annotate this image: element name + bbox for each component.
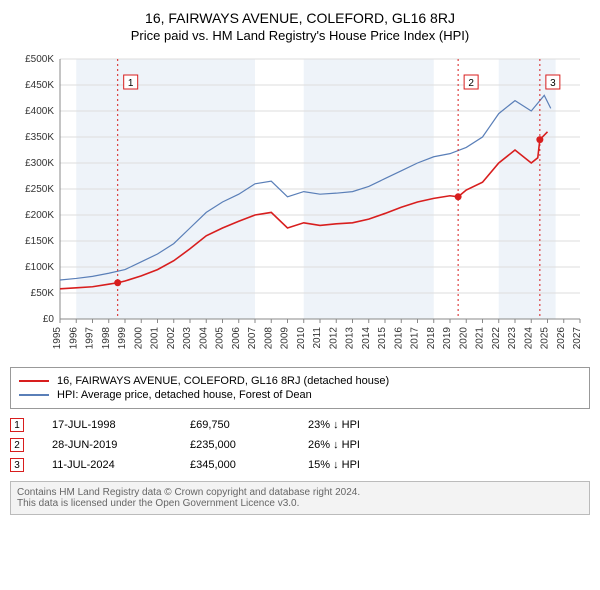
svg-text:2026: 2026: [556, 327, 567, 350]
sale-row: 3 11-JUL-2024 £345,000 15% ↓ HPI: [10, 455, 590, 475]
svg-text:£100K: £100K: [25, 262, 54, 273]
svg-text:1: 1: [128, 78, 134, 89]
svg-text:2012: 2012: [328, 327, 339, 350]
footer-line-2: This data is licensed under the Open Gov…: [17, 498, 583, 509]
svg-text:2005: 2005: [215, 327, 226, 350]
svg-text:3: 3: [550, 78, 556, 89]
sale-marker-box: 3: [10, 458, 24, 472]
svg-text:2018: 2018: [426, 327, 437, 350]
svg-text:2015: 2015: [377, 327, 388, 350]
svg-text:2023: 2023: [507, 327, 518, 350]
svg-text:£300K: £300K: [25, 158, 54, 169]
svg-text:2027: 2027: [572, 327, 583, 350]
legend-row: 16, FAIRWAYS AVENUE, COLEFORD, GL16 8RJ …: [19, 374, 581, 388]
footer-line-1: Contains HM Land Registry data © Crown c…: [17, 487, 583, 498]
svg-text:2000: 2000: [133, 327, 144, 350]
svg-text:2021: 2021: [475, 327, 486, 350]
svg-text:£500K: £500K: [25, 54, 54, 65]
svg-text:£200K: £200K: [25, 210, 54, 221]
price-chart: £0 £50K £100K £150K £200K £250K £300K £350K £400…: [10, 49, 590, 359]
legend-swatch: [19, 380, 49, 382]
sale-row: 2 28-JUN-2019 £235,000 26% ↓ HPI: [10, 435, 590, 455]
svg-text:1997: 1997: [85, 327, 96, 350]
svg-text:2002: 2002: [166, 327, 177, 350]
legend-row: HPI: Average price, detached house, Fore…: [19, 388, 581, 402]
svg-text:2004: 2004: [198, 327, 209, 350]
sale-hpi-delta: 15% ↓ HPI: [308, 459, 360, 471]
svg-text:£150K: £150K: [25, 236, 54, 247]
svg-text:2003: 2003: [182, 327, 193, 350]
svg-text:1998: 1998: [101, 327, 112, 350]
sale-date: 28-JUN-2019: [52, 439, 162, 451]
svg-text:2009: 2009: [280, 327, 291, 350]
sale-hpi-delta: 26% ↓ HPI: [308, 439, 360, 451]
svg-text:£350K: £350K: [25, 132, 54, 143]
sale-date: 11-JUL-2024: [52, 459, 162, 471]
sale-price: £235,000: [190, 439, 280, 451]
sale-date: 17-JUL-1998: [52, 419, 162, 431]
svg-text:2010: 2010: [296, 327, 307, 350]
page-subtitle: Price paid vs. HM Land Registry's House …: [10, 28, 590, 43]
svg-text:£0: £0: [43, 314, 55, 325]
svg-text:2008: 2008: [263, 327, 274, 350]
svg-text:2022: 2022: [491, 327, 502, 350]
svg-text:2011: 2011: [312, 327, 323, 349]
svg-text:2006: 2006: [231, 327, 242, 350]
svg-text:£250K: £250K: [25, 184, 54, 195]
svg-text:£400K: £400K: [25, 106, 54, 117]
svg-text:2025: 2025: [540, 327, 551, 350]
svg-text:2007: 2007: [247, 327, 258, 350]
sale-price: £345,000: [190, 459, 280, 471]
svg-text:2001: 2001: [150, 327, 161, 350]
legend-label: 16, FAIRWAYS AVENUE, COLEFORD, GL16 8RJ …: [57, 375, 389, 387]
svg-text:2024: 2024: [523, 327, 534, 350]
sales-table: 1 17-JUL-1998 £69,750 23% ↓ HPI 2 28-JUN-2019…: [10, 415, 590, 475]
svg-text:2020: 2020: [458, 327, 469, 350]
svg-text:1999: 1999: [117, 327, 128, 350]
svg-text:£50K: £50K: [31, 288, 55, 299]
sale-marker-box: 1: [10, 418, 24, 432]
svg-text:2: 2: [468, 78, 474, 89]
sale-marker-box: 2: [10, 438, 24, 452]
svg-text:1995: 1995: [52, 327, 63, 350]
legend: 16, FAIRWAYS AVENUE, COLEFORD, GL16 8RJ …: [10, 367, 590, 409]
svg-text:2016: 2016: [393, 327, 404, 350]
svg-text:2014: 2014: [361, 327, 372, 350]
license-footer: Contains HM Land Registry data © Crown c…: [10, 481, 590, 515]
sale-price: £69,750: [190, 419, 280, 431]
svg-text:2017: 2017: [410, 327, 421, 350]
legend-swatch: [19, 394, 49, 396]
legend-label: HPI: Average price, detached house, Fore…: [57, 389, 312, 401]
page-title: 16, FAIRWAYS AVENUE, COLEFORD, GL16 8RJ: [10, 10, 590, 26]
sale-hpi-delta: 23% ↓ HPI: [308, 419, 360, 431]
sale-row: 1 17-JUL-1998 £69,750 23% ↓ HPI: [10, 415, 590, 435]
svg-text:2013: 2013: [345, 327, 356, 350]
svg-text:£450K: £450K: [25, 80, 54, 91]
svg-text:2019: 2019: [442, 327, 453, 350]
svg-text:1996: 1996: [68, 327, 79, 350]
